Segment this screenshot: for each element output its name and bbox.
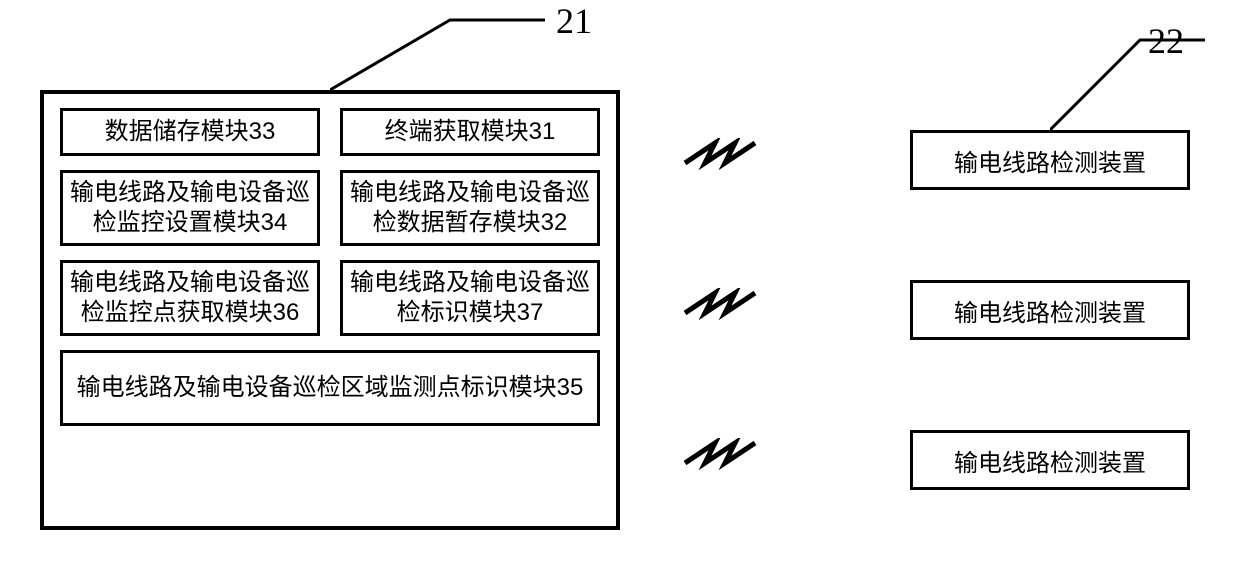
label-22: 22 <box>1148 20 1184 62</box>
module-34: 输电线路及输电设备巡检监控设置模块34 <box>60 170 320 246</box>
label-21: 21 <box>556 0 592 42</box>
wireless-icon-1 <box>680 138 760 188</box>
leader-21 <box>330 10 550 92</box>
leader-22 <box>1050 30 1210 132</box>
module-37: 输电线路及输电设备巡检标识模块37 <box>340 260 600 336</box>
main-container: 数据储存模块33 终端获取模块31 输电线路及输电设备巡检监控设置模块34 输电… <box>40 90 620 530</box>
module-31: 终端获取模块31 <box>340 108 600 156</box>
wireless-icon-2 <box>680 288 760 338</box>
detection-device-3: 输电线路检测装置 <box>910 430 1190 490</box>
detection-device-1: 输电线路检测装置 <box>910 130 1190 190</box>
module-33: 数据储存模块33 <box>60 108 320 156</box>
detection-device-2: 输电线路检测装置 <box>910 280 1190 340</box>
module-32: 输电线路及输电设备巡检数据暂存模块32 <box>340 170 600 246</box>
module-35: 输电线路及输电设备巡检区域监测点标识模块35 <box>60 350 600 426</box>
wireless-icon-3 <box>680 438 760 488</box>
module-36: 输电线路及输电设备巡检监控点获取模块36 <box>60 260 320 336</box>
